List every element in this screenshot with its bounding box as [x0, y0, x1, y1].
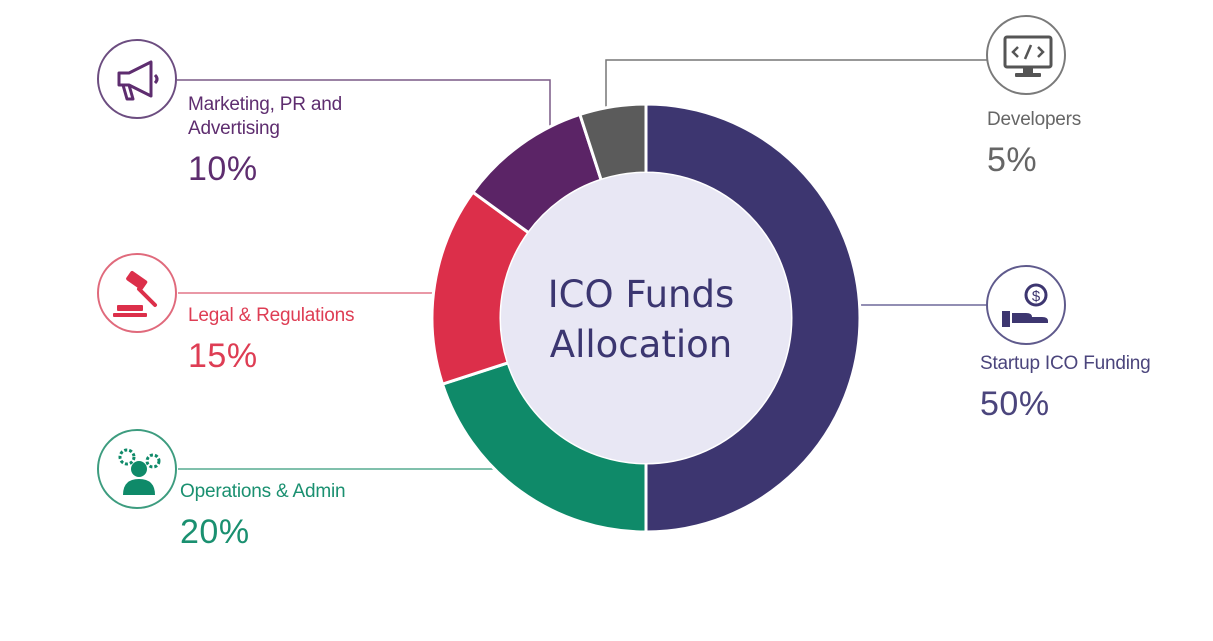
- developers-icon-badge: [986, 15, 1066, 95]
- megaphone-icon: [117, 60, 159, 101]
- developers-value: 5%: [987, 141, 1038, 179]
- computer-monitor-code-icon: [1003, 35, 1053, 77]
- donut-center: [501, 173, 791, 463]
- chart-title: ICO Funds Allocation: [547, 273, 735, 366]
- startup-label: Startup ICO Funding: [980, 353, 1151, 374]
- svg-text:$: $: [1032, 288, 1041, 305]
- connector-developers: [605, 59, 988, 110]
- connector-marketing: [177, 79, 551, 128]
- operations-value: 20%: [180, 513, 250, 551]
- callout-operations: Operations & Admin 20%: [180, 480, 420, 552]
- gavel-icon: [113, 270, 157, 317]
- startup-value: 50%: [980, 385, 1050, 423]
- hand-with-dollar-coin-icon: $: [1002, 283, 1048, 327]
- callout-legal: Legal & Regulations 15%: [188, 304, 418, 376]
- marketing-label: Marketing, PR and Advertising: [188, 94, 342, 139]
- legal-icon-badge: [97, 253, 177, 333]
- startup-icon-badge: $: [986, 265, 1066, 345]
- callout-marketing: Marketing, PR and Advertising 10%: [188, 93, 408, 189]
- marketing-value: 10%: [188, 150, 258, 188]
- callout-startup: Startup ICO Funding 50%: [980, 352, 1210, 424]
- connector-lines: [177, 59, 988, 470]
- marketing-icon-badge: [97, 39, 177, 119]
- legal-label: Legal & Regulations: [188, 305, 355, 326]
- person-with-gears-icon: [118, 448, 161, 495]
- operations-icon-badge: [97, 429, 177, 509]
- callout-developers: Developers 5%: [987, 108, 1187, 180]
- legal-value: 15%: [188, 337, 258, 375]
- developers-label: Developers: [987, 109, 1082, 130]
- operations-label: Operations & Admin: [180, 481, 346, 502]
